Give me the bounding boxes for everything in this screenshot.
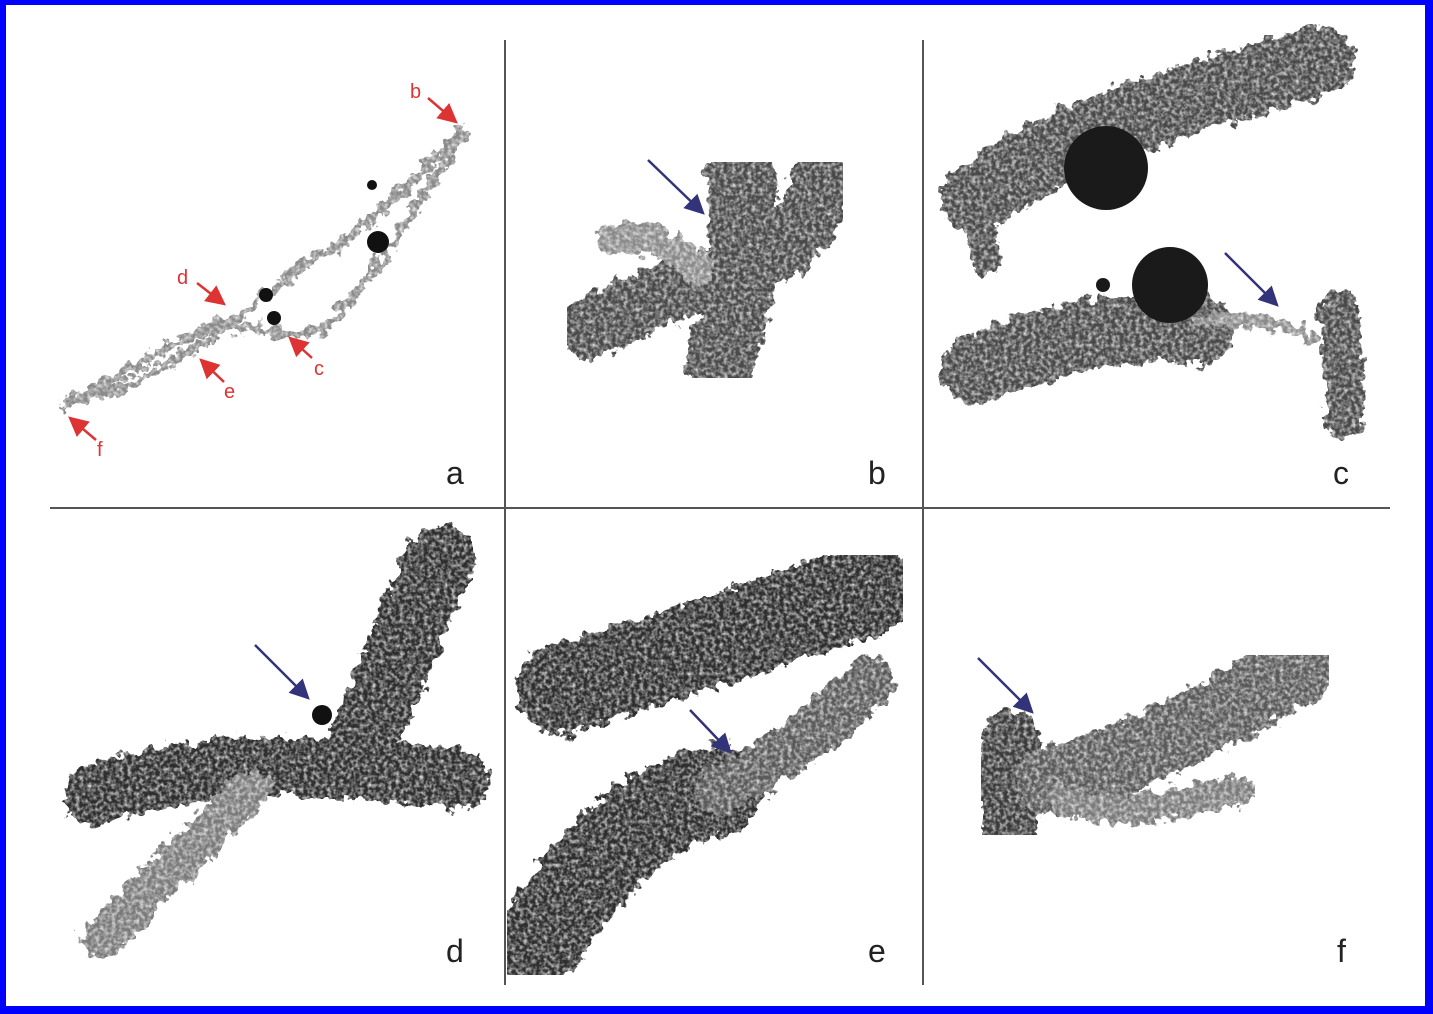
figure: b d c e f a b c d [0, 0, 1433, 1014]
chromosome-image [95, 560, 460, 940]
panel-label: b [868, 455, 886, 491]
annotation: d [177, 267, 188, 289]
chromosome-image [590, 180, 820, 360]
annotation: c [314, 358, 324, 380]
annotation: e [224, 381, 235, 403]
chromosome-image [1010, 670, 1300, 820]
dark-granule [312, 705, 332, 725]
panel-label: a [446, 455, 464, 491]
panel-label: f [1337, 933, 1346, 969]
annotation: f [97, 439, 103, 461]
panel-label: c [1333, 455, 1349, 491]
chromosome-image [62, 130, 465, 405]
dark-granules [1064, 126, 1208, 323]
panel-label: d [446, 933, 464, 969]
chromosome-image [540, 590, 870, 940]
chromosome-image [975, 60, 1345, 420]
annotation: b [410, 81, 421, 103]
panel-label: e [868, 933, 886, 969]
